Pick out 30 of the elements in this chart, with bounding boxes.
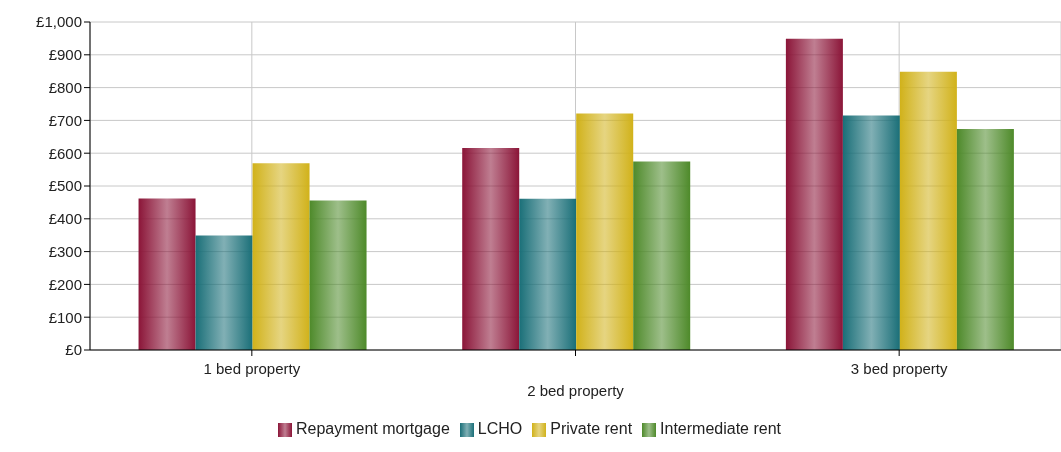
y-tick-label: £900 (48, 46, 82, 64)
y-tick-label: £500 (48, 177, 82, 195)
bar (309, 200, 367, 350)
legend-label: Intermediate rent (660, 420, 782, 437)
y-tick-label: £600 (48, 144, 82, 162)
bar (633, 161, 691, 350)
bar (576, 113, 634, 350)
y-tick-label: £0 (65, 341, 82, 359)
bar (252, 163, 310, 350)
legend-label: LCHO (477, 420, 523, 437)
bar (519, 198, 577, 350)
bar (785, 38, 843, 350)
bar (138, 198, 196, 350)
bar (195, 235, 253, 350)
y-tick-label: £800 (48, 78, 82, 96)
x-tick-label: 1 bed property (203, 360, 301, 377)
y-tick-label: £700 (48, 111, 82, 129)
y-tick-label: £200 (48, 275, 82, 293)
bar (842, 115, 900, 350)
legend-label: Repayment mortgage (295, 420, 450, 437)
bar (462, 147, 520, 350)
y-tick-label: £100 (48, 308, 82, 326)
x-tick-label: 3 bed property (850, 360, 949, 377)
bar (899, 71, 957, 350)
legend-label: Private rent (550, 420, 633, 437)
y-tick-label: £400 (48, 210, 82, 228)
y-tick-label: £1,000 (36, 13, 82, 31)
x-tick-label: 2 bed property (527, 382, 625, 399)
bar (956, 128, 1014, 350)
y-tick-label: £300 (48, 242, 82, 260)
